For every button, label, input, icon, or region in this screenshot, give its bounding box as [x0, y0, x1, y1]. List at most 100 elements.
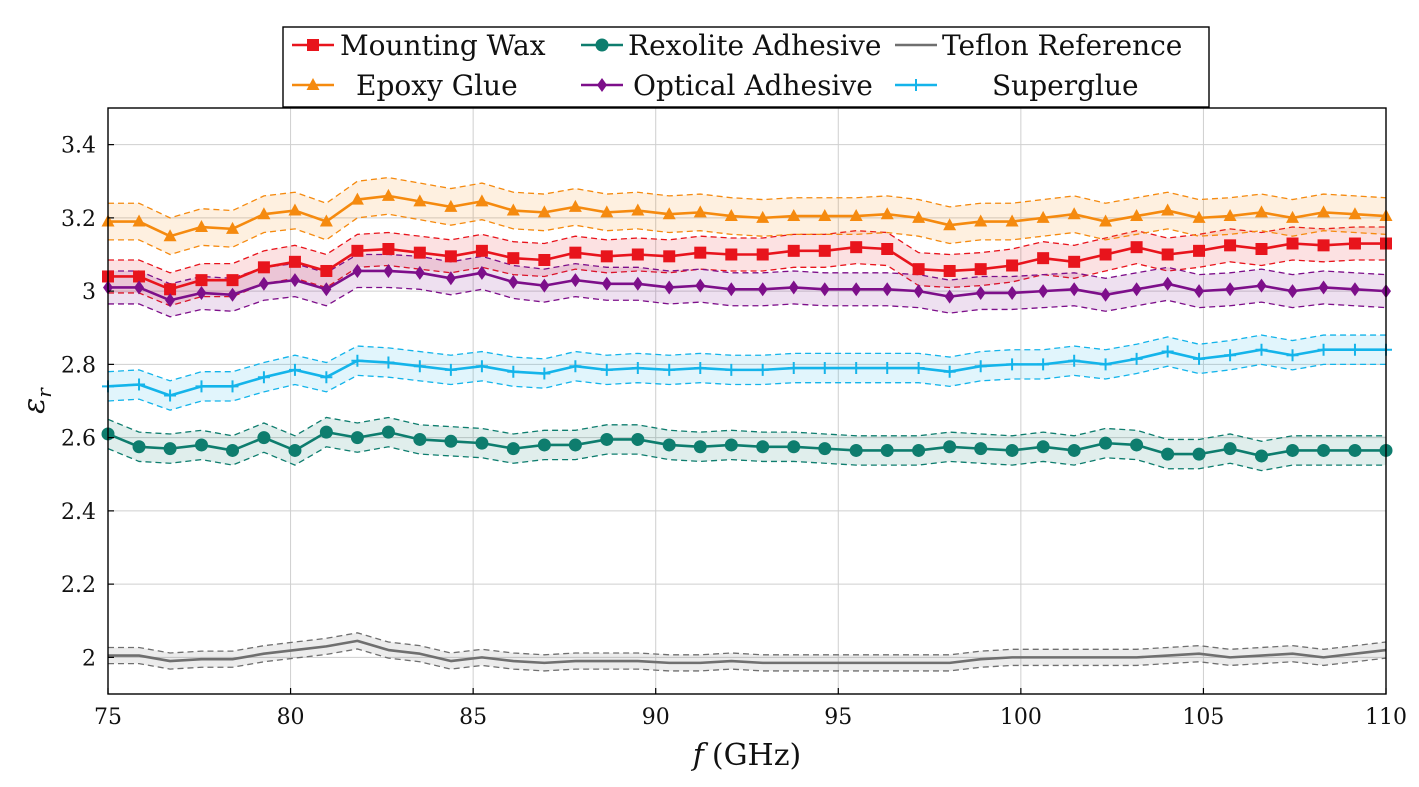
error-band-upper: [107, 334, 1386, 382]
error-band-lower: [107, 446, 1386, 472]
data-point: [631, 248, 644, 261]
data-point: [1225, 282, 1236, 297]
data-point: [1130, 241, 1143, 254]
data-point: [913, 284, 924, 299]
data-point: [537, 438, 551, 452]
error-band: [108, 335, 1386, 411]
data-point: [694, 362, 707, 375]
x-axis-var: f: [691, 738, 709, 773]
data-point: [725, 248, 738, 261]
data-point: [1067, 443, 1081, 457]
data-point: [1036, 440, 1050, 454]
legend-box: [282, 26, 1210, 108]
data-point: [912, 362, 925, 375]
data-point: [974, 360, 987, 373]
data-point: [818, 442, 832, 456]
x-axis-unit: (GHz): [712, 738, 801, 773]
y-tick-label: 3: [82, 280, 96, 305]
data-point: [1193, 244, 1206, 257]
data-point: [320, 264, 333, 277]
data-point: [475, 194, 489, 207]
data-point: [194, 438, 208, 452]
data-point: [1256, 278, 1267, 293]
data-point: [165, 293, 176, 308]
y-ticks: 2 2.2 2.4 2.6 2.8 3 3.2 3.4: [61, 134, 114, 671]
data-point: [600, 432, 614, 446]
data-point: [382, 243, 395, 256]
x-tick-label: 75: [94, 705, 122, 730]
data-point: [133, 378, 146, 391]
data-point: [195, 380, 208, 393]
error-band-lower: [108, 259, 1386, 307]
data-point: [631, 203, 645, 216]
legend-swatch-marker: [595, 38, 609, 52]
data-point: [1007, 285, 1018, 300]
data-point: [975, 285, 986, 300]
data-point: [226, 380, 239, 393]
data-point: [756, 440, 770, 454]
data-point: [1130, 352, 1143, 365]
legend-label: Superglue: [992, 69, 1139, 102]
data-point: [257, 371, 270, 384]
data-point: [663, 363, 676, 376]
data-point: [881, 362, 894, 375]
grid: [107, 108, 1387, 694]
legend-label: Rexolite Adhesive: [628, 29, 881, 62]
data-point: [693, 205, 707, 218]
data-point: [288, 203, 302, 216]
data-point: [538, 253, 551, 266]
data-point: [350, 431, 364, 445]
data-point: [226, 274, 239, 287]
data-point: [1099, 436, 1113, 450]
error-band: [108, 227, 1386, 306]
data-point: [1100, 287, 1111, 302]
data-point: [849, 209, 863, 222]
data-point: [974, 214, 988, 227]
error-band-upper: [108, 176, 1387, 219]
data-point: [381, 425, 395, 439]
data-point: [849, 443, 863, 457]
data-point: [1223, 442, 1237, 456]
data-point: [912, 443, 926, 457]
data-point: [1317, 239, 1330, 252]
data-point: [164, 283, 177, 296]
data-point: [662, 207, 676, 220]
data-point: [350, 192, 364, 205]
series-markers: [101, 188, 1393, 463]
data-point: [1348, 443, 1362, 457]
data-point: [351, 244, 364, 257]
x-tick-label: 80: [277, 705, 305, 730]
data-point: [818, 244, 831, 257]
data-point: [568, 199, 582, 212]
data-point: [1131, 282, 1142, 297]
data-point: [1161, 248, 1174, 261]
legend-label: Teflon Reference: [942, 29, 1182, 62]
legend-label: Mounting Wax: [340, 29, 546, 62]
data-point: [1223, 209, 1237, 222]
data-point: [383, 263, 394, 278]
data-point: [444, 250, 457, 263]
data-point: [725, 363, 738, 376]
data-point: [1348, 343, 1361, 356]
data-point: [506, 203, 520, 216]
data-point: [787, 244, 800, 257]
data-point: [288, 255, 301, 268]
data-point: [756, 248, 769, 261]
data-point: [570, 273, 581, 288]
data-point: [475, 360, 488, 373]
data-point: [943, 264, 956, 277]
data-point: [413, 432, 427, 446]
data-point: [196, 285, 207, 300]
data-point: [134, 280, 145, 295]
data-point: [1068, 354, 1081, 367]
data-point: [1348, 207, 1362, 220]
data-point: [601, 276, 612, 291]
data-point: [943, 365, 956, 378]
error-band-upper: [108, 226, 1386, 274]
x-tick-label: 95: [824, 705, 852, 730]
data-point: [320, 371, 333, 384]
data-point: [1036, 210, 1050, 223]
data-point: [944, 289, 955, 304]
data-point: [600, 205, 614, 218]
data-point: [1287, 284, 1298, 299]
